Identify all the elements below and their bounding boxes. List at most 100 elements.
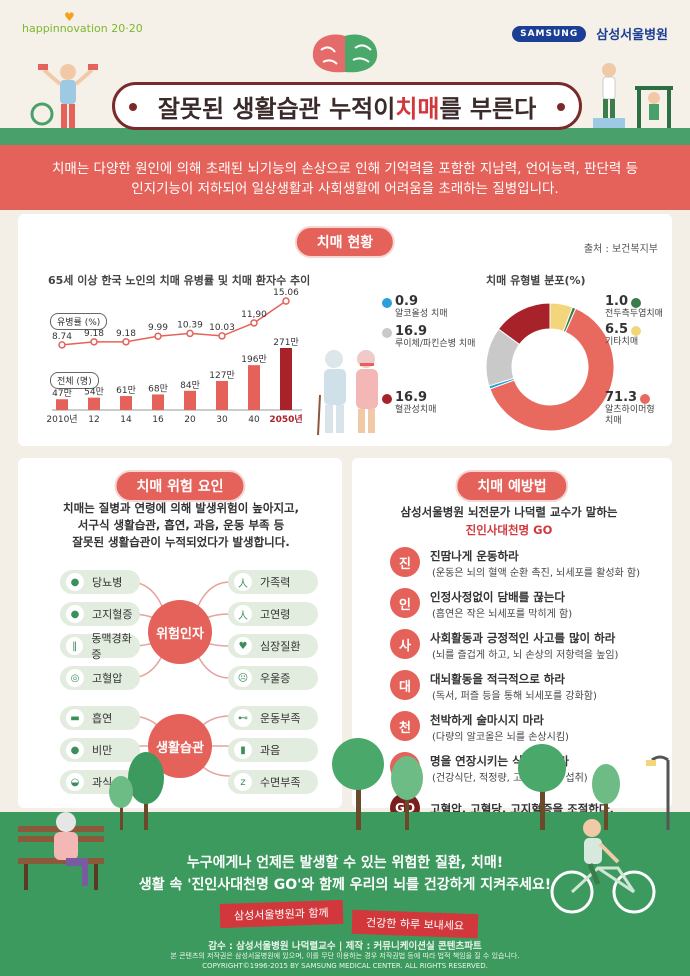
factor-heart-disease: ♥ 심장질환 xyxy=(228,634,318,658)
x-tick-label: 40 xyxy=(248,415,260,425)
patient-bar-label: 196만 xyxy=(241,354,266,365)
exercise-person-right xyxy=(593,63,673,130)
prevention-subtitle: (뇌를 즐겁게 하고, 뇌 손상의 저항력을 높임) xyxy=(432,650,619,661)
prevalence-point xyxy=(122,338,130,346)
vascular-dot xyxy=(382,393,392,404)
x-tick-label: 2050년 xyxy=(269,413,302,425)
bowl-icon: ◒ xyxy=(66,773,84,791)
cigarette-icon: ▬ xyxy=(66,709,84,727)
patient-bar-label: 271만 xyxy=(273,337,298,348)
x-tick-label: 20 xyxy=(184,415,196,425)
intro-line-1: 치매는 다양한 원인에 의해 초래된 뇌기능의 손상으로 인해 기억력을 포함한… xyxy=(51,161,638,177)
family-icon: 人 xyxy=(234,573,252,591)
prevalence-label: 8.74 xyxy=(52,332,72,342)
alcohol-dot xyxy=(382,297,392,308)
factor-hyperlipidemia: ● 고지혈증 xyxy=(60,602,140,626)
heart-icon: ♥ xyxy=(234,637,252,655)
elderly-couple-illustration xyxy=(317,350,378,436)
habit-lack-of-exercise: ⊷ 운동부족 xyxy=(228,706,318,730)
prevalence-label: 9.18 xyxy=(116,329,136,339)
source-note: 출처 : 보건복지부 xyxy=(583,244,658,255)
hospital-brand: SAMSUNG 삼성서울병원 xyxy=(512,24,668,43)
prevention-subtitle: (건강식단, 적정량, 고른 영양소 섭취) xyxy=(432,773,588,784)
prevalence-label: 9.18 xyxy=(84,329,104,339)
patient-bar xyxy=(248,365,260,410)
factor-depression: ☹ 우울증 xyxy=(228,666,318,690)
prevalence-label: 15.06 xyxy=(273,288,299,298)
habit-sleep-deprivation: z 수면부족 xyxy=(228,770,318,794)
patient-bar xyxy=(280,348,292,410)
happinnovation-logo: ♥ happinnovation 20·20 xyxy=(22,10,143,35)
status-heading: 치매 현황 xyxy=(294,226,396,258)
gauge-icon: ◎ xyxy=(66,669,84,687)
grass-strip xyxy=(0,128,690,146)
hospital-name: 삼성서울병원 xyxy=(596,28,668,43)
pie-label-lewy: 16.9 루이체/파킨슨병 치매 xyxy=(382,325,475,350)
patient-bar xyxy=(120,396,132,410)
patient-bar-label: 84만 xyxy=(180,380,200,391)
body-icon: ● xyxy=(66,741,84,759)
footer-message-1: 누구에게나 언제든 발생할 수 있는 위험한 질환, 치매! xyxy=(186,855,504,871)
x-tick-label: 16 xyxy=(152,415,164,425)
prevalence-label: 11,90 xyxy=(241,310,267,320)
prevention-heading: 치매 예방법 xyxy=(455,470,569,502)
pie-slice xyxy=(489,307,615,432)
x-tick-label: 2010년 xyxy=(46,414,77,425)
trend-chart: 47만 2010년 54만 12 61만 14 68만 16 84만 20 127만 30 196만 40… xyxy=(46,288,302,425)
patient-bar-label: 68만 xyxy=(148,383,168,394)
factor-old-age: 人 고연령 xyxy=(228,602,318,626)
prevalence-label: 10.03 xyxy=(209,323,235,333)
copyright-line: COPYRIGHT©1996-2015 BY SAMSUNG MEDICAL C… xyxy=(202,962,488,970)
title-dot-right xyxy=(557,103,565,111)
pie-label-alzheimer: 71.3 알츠하이머형 치매 xyxy=(605,390,655,426)
artery-icon: ‖ xyxy=(66,637,84,655)
prevalence-point xyxy=(90,338,98,346)
prevalence-point xyxy=(58,341,66,349)
credits-line: 감수 : 삼성서울병원 나덕렬교수 | 제작 : 커뮤니케이션실 콘텐츠파트 xyxy=(208,941,482,952)
page-title: 잘못된 생활습관 누적이 치매 를 부른다 xyxy=(112,82,582,130)
prevention-subtitle: (흡연은 작은 뇌세포를 막히게 함) xyxy=(432,609,573,620)
prevention-title: 천박하게 술마시지 마라 xyxy=(430,713,544,727)
x-tick-label: 12 xyxy=(88,415,99,425)
x-tick-label: 14 xyxy=(120,415,132,425)
intro-line-2: 인지기능이 저하되어 일상생활과 사회생활에 어려움을 초래하는 질병입니다. xyxy=(131,181,559,197)
pie-label-other: 6.5 기타치매 xyxy=(605,323,644,348)
pie-label-vascular: 16.9 혈관성치매 xyxy=(382,391,436,416)
title-dot-left xyxy=(129,103,137,111)
factor-family-history: 人 가족력 xyxy=(228,570,318,594)
prevalence-label: 10.39 xyxy=(177,320,203,330)
risk-description: 치매는 질병과 연령에 의해 발생위험이 높아지고, 서구식 생활습관, 흡연,… xyxy=(63,501,299,549)
sleep-icon: z xyxy=(234,773,252,791)
prevention-badge: 천 xyxy=(390,711,420,741)
lewy-dot xyxy=(382,327,392,338)
prevention-badge: 대 xyxy=(390,670,420,700)
prevention-intro: 삼성서울병원 뇌전문가 나덕렬 교수가 말하는 진인사대천명 GO xyxy=(364,503,654,539)
prevention-title: 진땀나게 운동하라 xyxy=(430,549,519,563)
prevalence-point xyxy=(186,329,194,338)
prevalence-label: 9.99 xyxy=(148,323,168,333)
x-tick-label: 30 xyxy=(216,415,228,425)
sad-face-icon: ☹ xyxy=(234,669,252,687)
footer-band xyxy=(0,812,690,976)
prevention-title: 사회활동과 긍정적인 사고를 많이 하라 xyxy=(430,631,616,645)
dumbbell-icon: ⊷ xyxy=(234,709,252,727)
prevalence-point xyxy=(154,332,162,340)
header: ♥ happinnovation 20·20 SAMSUNG 삼성서울병원 xyxy=(0,0,690,146)
pie-slice xyxy=(497,302,551,346)
copyright-notice: 본 콘텐츠의 저작권은 삼성서울병원에 있으며, 이를 무단 이용하는 경우 저… xyxy=(170,952,520,960)
patient-bar-label: 61만 xyxy=(116,385,136,396)
factor-diabetes: ● 당뇨병 xyxy=(60,570,140,594)
prevention-subtitle: (운동은 뇌의 혈액 순환 촉진, 뇌세포를 활성화 함) xyxy=(432,568,641,579)
bench-elderly-illustration xyxy=(18,812,104,890)
prevention-badge: 사 xyxy=(390,629,420,659)
prevalence-point xyxy=(218,332,226,340)
risk-factor-hub: 위험인자 xyxy=(148,600,212,664)
elderly-icon: 人 xyxy=(234,605,252,623)
factor-hypertension: ◎ 고혈압 xyxy=(60,666,140,690)
ribbon-2: 건강한 하루 보내세요 xyxy=(351,909,479,939)
pie-label-frontotemporal: 1.0 전두측두엽치매 xyxy=(605,294,663,319)
habit-obesity: ● 비만 xyxy=(60,738,140,762)
prevention-subtitle: (독서, 퍼즐 등을 통해 뇌세포를 강화함) xyxy=(432,691,597,702)
prevalence-line xyxy=(61,300,287,346)
patients-label: 전체 (명) xyxy=(50,372,99,389)
